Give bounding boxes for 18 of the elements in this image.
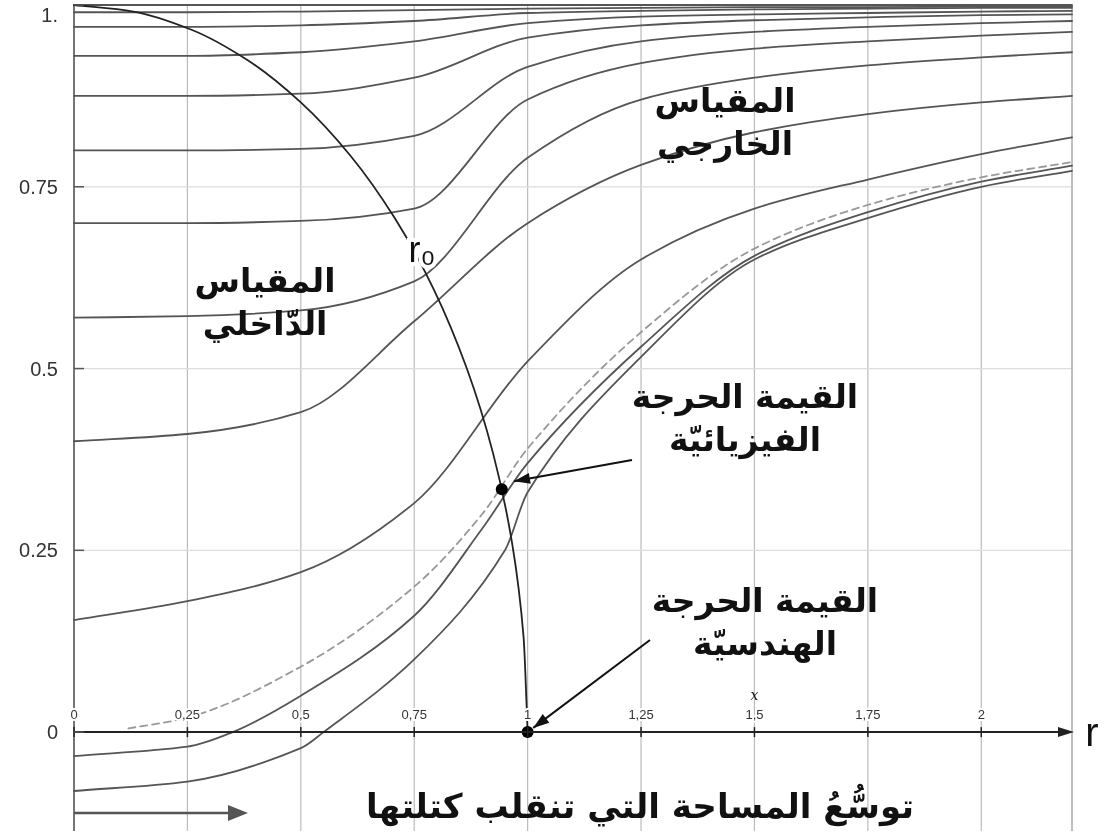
- x-axis-title: r: [1085, 710, 1099, 755]
- x-tick-label: 1,25: [628, 707, 654, 723]
- x-tick-label: 2: [977, 707, 985, 723]
- y-tick-label: 1.: [41, 4, 58, 26]
- y-tick-label: 0.75: [19, 175, 58, 198]
- y-tick-label: 0: [46, 721, 58, 744]
- annotation: x: [750, 687, 759, 703]
- x-tick-label: 1,75: [855, 707, 881, 723]
- annotation: القيمة الحرجة الفيزيائيّة: [631, 377, 859, 459]
- annotation: القيمة الحرجة الهندسيّة: [651, 581, 879, 663]
- y-tick-label: 0.25: [19, 539, 58, 562]
- x-tick-label: 1,5: [745, 707, 764, 723]
- x-tick-label: 0,75: [401, 707, 427, 723]
- annotation: المقياس الدّاخلي: [194, 261, 336, 343]
- y-tick-label: 0.5: [30, 357, 58, 380]
- x-tick-label: 0,25: [174, 707, 201, 723]
- x-tick-label: 0,5: [291, 707, 310, 723]
- annotation: r₀: [408, 229, 436, 270]
